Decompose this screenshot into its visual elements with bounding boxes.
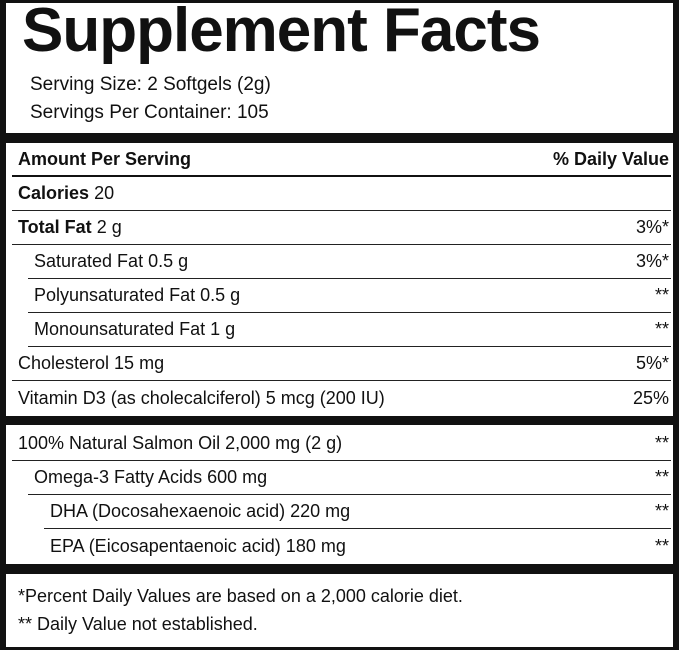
nutrient-name: 100% Natural Salmon Oil 2,000 mg (2 g) xyxy=(18,433,343,453)
daily-value: ** xyxy=(654,433,669,453)
nutrient-row: Vitamin D3 (as cholecalciferol) 5 mcg (2… xyxy=(12,381,671,415)
servings-per-container: Servings Per Container: 105 xyxy=(30,102,269,123)
nutrient-row: DHA (Docosahexaenoic acid) 220 mg ** xyxy=(44,495,671,529)
daily-value: 5%* xyxy=(635,353,669,373)
header-row: Amount Per Serving % Daily Value xyxy=(12,143,671,177)
nutrient-name: DHA (Docosahexaenoic acid) 220 mg xyxy=(50,501,351,521)
header-amount: Amount Per Serving xyxy=(18,148,192,169)
label-title: Supplement Facts xyxy=(22,0,541,65)
daily-value: ** xyxy=(654,285,669,305)
daily-value: 3%* xyxy=(635,251,669,271)
nutrient-name: Vitamin D3 (as cholecalciferol) 5 mcg (2… xyxy=(18,387,385,408)
nutrient-row: Cholesterol 15 mg 5%* xyxy=(12,347,671,381)
nutrient-amount: 20 xyxy=(94,183,115,203)
thick-divider xyxy=(6,133,673,143)
nutrient-row: Total Fat 2 g 3%* xyxy=(12,211,671,245)
daily-value: ** xyxy=(654,467,669,487)
serving-size: Serving Size: 2 Softgels (2g) xyxy=(30,74,271,95)
thick-divider xyxy=(6,416,673,425)
daily-value: ** xyxy=(654,535,669,556)
footnote: *Percent Daily Values are based on a 2,0… xyxy=(18,586,463,606)
daily-value: 25% xyxy=(632,387,669,408)
daily-value: ** xyxy=(654,501,669,521)
nutrient-name: Total Fat xyxy=(18,217,92,237)
footnote: ** Daily Value not established. xyxy=(18,614,258,634)
nutrient-row: Monounsaturated Fat 1 g ** xyxy=(28,313,671,347)
daily-value: ** xyxy=(654,319,669,339)
nutrient-row: 100% Natural Salmon Oil 2,000 mg (2 g) *… xyxy=(12,427,671,461)
nutrient-row: Calories 20 xyxy=(12,177,671,211)
nutrient: Total Fat 2 g xyxy=(12,217,122,238)
daily-value: 3%* xyxy=(635,217,669,237)
nutrient-name: Polyunsaturated Fat 0.5 g xyxy=(34,285,241,305)
nutrient-amount: 2 g xyxy=(96,217,122,237)
nutrient-row: EPA (Eicosapentaenoic acid) 180 mg ** xyxy=(44,529,671,563)
nutrient-name: EPA (Eicosapentaenoic acid) 180 mg xyxy=(50,535,346,556)
thick-divider xyxy=(6,564,673,574)
nutrient-row: Polyunsaturated Fat 0.5 g ** xyxy=(28,279,671,313)
nutrient-name: Calories xyxy=(18,183,90,203)
nutrient-name: Monounsaturated Fat 1 g xyxy=(34,319,236,339)
nutrient-row: Saturated Fat 0.5 g 3%* xyxy=(28,245,671,279)
nutrient-row: Omega-3 Fatty Acids 600 mg ** xyxy=(28,461,671,495)
header-daily-value: % Daily Value xyxy=(552,148,669,169)
nutrient: Calories 20 xyxy=(12,183,114,204)
nutrient-name: Omega-3 Fatty Acids 600 mg xyxy=(34,467,268,487)
nutrient-name: Saturated Fat 0.5 g xyxy=(34,251,189,271)
nutrient-name: Cholesterol 15 mg xyxy=(18,353,165,373)
